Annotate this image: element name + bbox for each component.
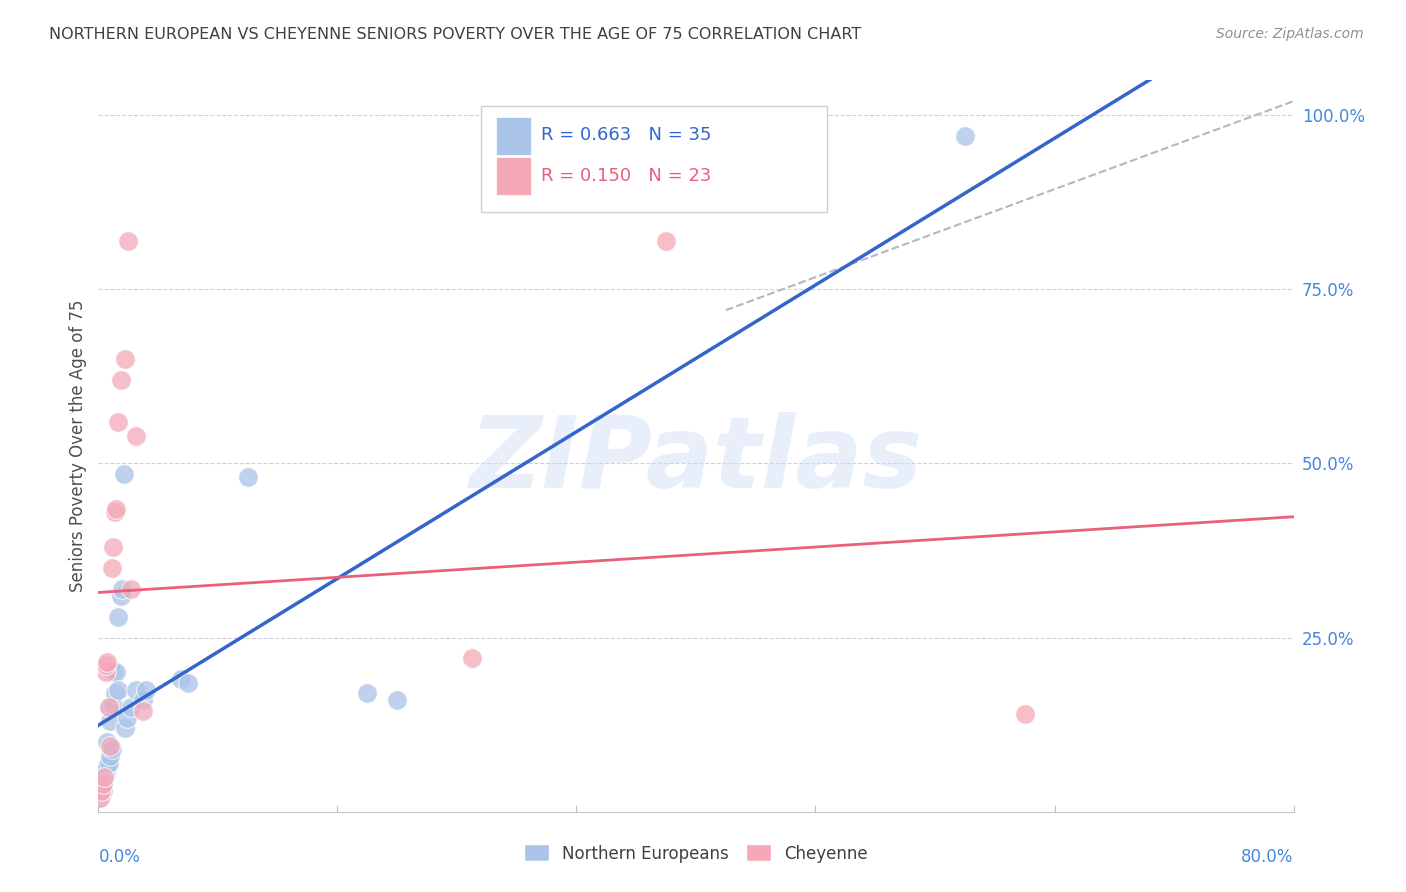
Text: R = 0.150   N = 23: R = 0.150 N = 23 (541, 167, 711, 186)
Point (356, 686, 378, 700)
Point (655, 234, 678, 248)
Point (385, 693, 409, 707)
Point (91, 773, 114, 788)
Text: 80.0%: 80.0% (1241, 848, 1294, 866)
Point (101, 742, 124, 756)
Point (98, 714, 122, 728)
Point (120, 582, 142, 596)
Point (103, 665, 125, 680)
Point (101, 561, 124, 575)
Point (103, 540, 125, 554)
Text: R = 0.663   N = 35: R = 0.663 N = 35 (541, 126, 711, 145)
Point (94, 763, 117, 777)
FancyBboxPatch shape (496, 157, 531, 195)
Text: 0.0%: 0.0% (98, 848, 141, 866)
Point (177, 676, 200, 690)
Text: Source: ZipAtlas.com: Source: ZipAtlas.com (1216, 27, 1364, 41)
Point (110, 373, 132, 387)
Point (117, 234, 139, 248)
Point (120, 700, 142, 714)
Point (105, 665, 128, 680)
Point (90, 784, 112, 798)
Point (98, 739, 122, 753)
FancyBboxPatch shape (481, 106, 828, 212)
Point (105, 501, 128, 516)
Point (89, 790, 111, 805)
Y-axis label: Seniors Poverty Over the Age of 75: Seniors Poverty Over the Age of 75 (69, 300, 87, 592)
Point (93, 770, 115, 784)
Text: NORTHERN EUROPEAN VS CHEYENNE SENIORS POVERTY OVER THE AGE OF 75 CORRELATION CHA: NORTHERN EUROPEAN VS CHEYENNE SENIORS PO… (49, 27, 862, 42)
Point (89, 790, 111, 805)
Point (132, 704, 155, 718)
FancyBboxPatch shape (496, 117, 531, 155)
Point (112, 467, 135, 481)
Point (135, 682, 157, 697)
Point (98, 749, 122, 764)
Point (107, 415, 129, 429)
Point (104, 505, 127, 519)
Point (115, 711, 138, 725)
Point (461, 651, 484, 665)
Point (132, 693, 155, 707)
Point (94, 766, 117, 780)
Point (236, 470, 259, 484)
Point (114, 351, 136, 366)
Point (125, 428, 148, 442)
Point (103, 697, 125, 711)
Point (93, 770, 115, 784)
Point (114, 721, 136, 735)
Point (91, 777, 114, 791)
Point (97, 700, 120, 714)
Text: ZIPatlas: ZIPatlas (470, 412, 922, 509)
Point (94, 658, 117, 673)
Point (125, 682, 148, 697)
Point (90, 787, 112, 801)
Point (953, 128, 976, 143)
Point (110, 589, 132, 603)
Point (107, 609, 129, 624)
Point (97, 700, 120, 714)
Legend: Northern Europeans, Cheyenne: Northern Europeans, Cheyenne (517, 838, 875, 869)
Point (1014, 707, 1036, 722)
Point (104, 686, 127, 700)
Point (97, 756, 120, 770)
Point (169, 673, 191, 687)
Point (96, 759, 118, 773)
Point (91, 784, 114, 798)
Point (96, 655, 118, 669)
Point (94, 665, 117, 680)
Point (96, 735, 118, 749)
Point (111, 582, 134, 596)
Point (107, 682, 129, 697)
